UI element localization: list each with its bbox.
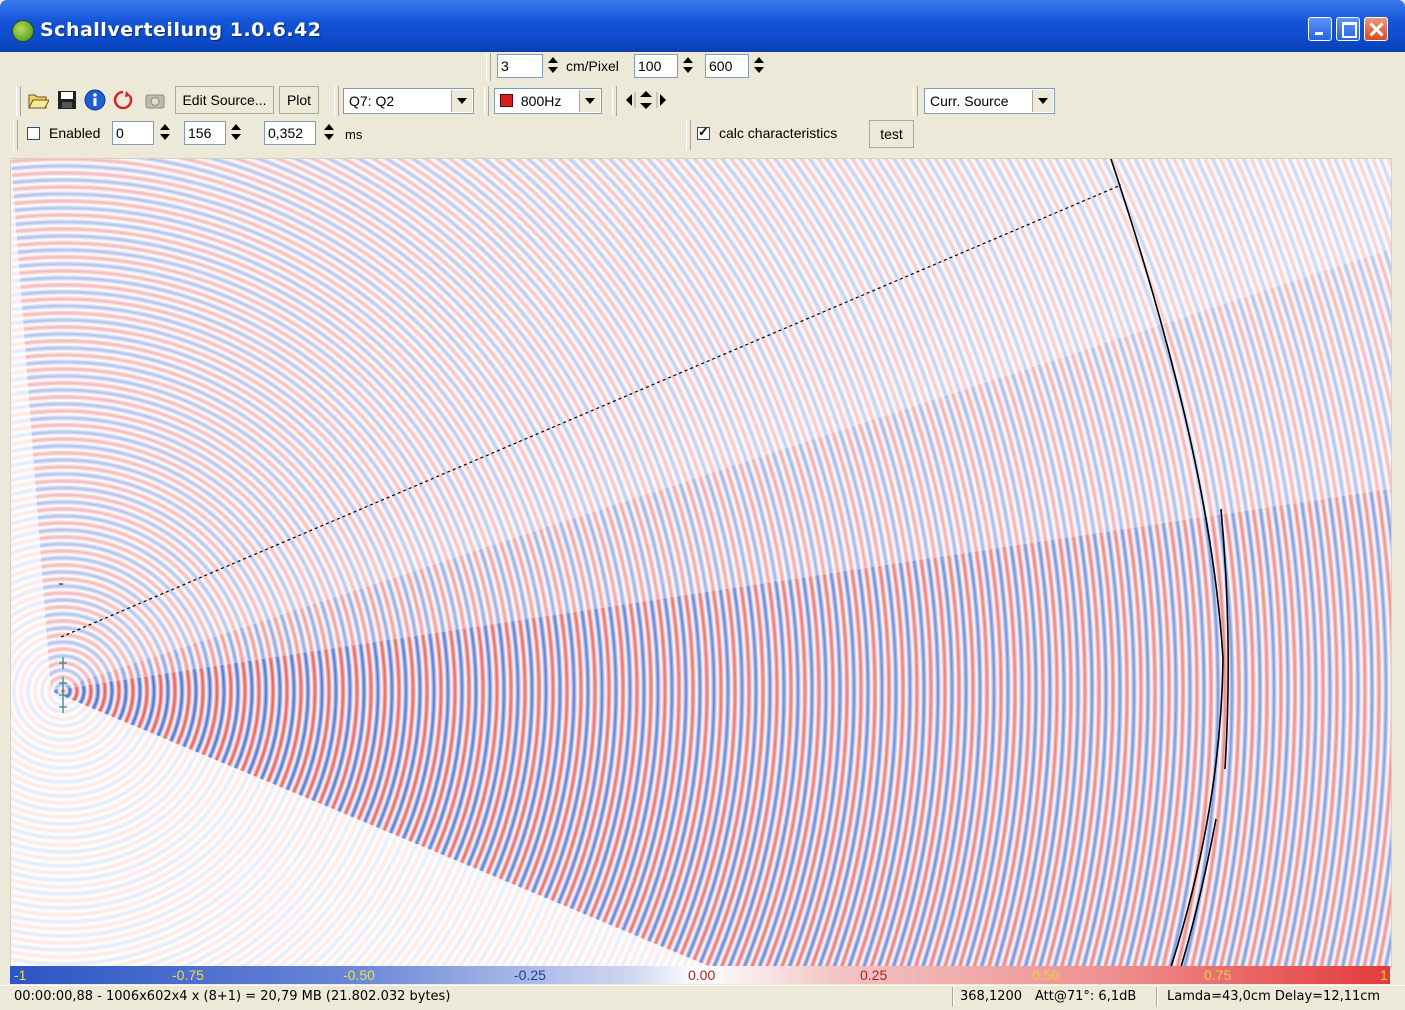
step-spinner[interactable] [227, 121, 244, 145]
info-icon[interactable] [84, 89, 106, 111]
calc-characteristics-checkbox[interactable] [697, 124, 710, 140]
toolbar-grip[interactable] [612, 86, 617, 116]
toolbar-grip[interactable] [913, 86, 918, 116]
window-title: Schallverteilung 1.0.6.42 [40, 19, 322, 41]
value-b-spinner[interactable] [750, 54, 767, 78]
status-lamda-delay: Lamda=43,0cm Delay=12,11cm [1167, 989, 1381, 1004]
status-separator [952, 987, 954, 1007]
color-scale-bar [10, 966, 1390, 984]
source-select[interactable]: Q7: Q2 [343, 88, 474, 114]
status-bar [0, 985, 1405, 1010]
wave-field [11, 159, 1391, 967]
scale-tick: -0.25 [514, 967, 546, 983]
pan-arrows-icon[interactable] [623, 89, 669, 111]
edit-source-button[interactable]: Edit Source... [175, 86, 274, 114]
resolution-input[interactable]: 3 [497, 54, 543, 78]
scale-tick: 0.75 [1204, 967, 1232, 983]
calc-characteristics-label: calc characteristics [719, 125, 838, 141]
refresh-icon[interactable] [112, 89, 134, 111]
camera-icon[interactable] [144, 89, 166, 111]
scale-tick: 1 [1380, 967, 1388, 983]
start-spinner[interactable] [156, 121, 173, 145]
scale-tick: -0.50 [343, 967, 375, 983]
toolbar-grip[interactable] [334, 86, 339, 116]
status-separator [1156, 987, 1158, 1007]
status-attenuation: Att@71°: 6,1dB [1035, 989, 1137, 1004]
value-a-input[interactable]: 100 [634, 54, 678, 78]
sound-field-canvas[interactable] [10, 158, 1392, 968]
minimize-button[interactable] [1308, 17, 1332, 41]
value-b-input[interactable]: 600 [705, 54, 749, 78]
chevron-down-icon[interactable] [1032, 90, 1053, 112]
close-button[interactable] [1364, 17, 1388, 41]
frequency-select[interactable]: 800Hz [494, 88, 602, 114]
scale-tick: 0.50 [1032, 967, 1060, 983]
chevron-down-icon[interactable] [579, 90, 600, 112]
toolbar-grip[interactable] [13, 120, 18, 150]
title-bar: Schallverteilung 1.0.6.42 [0, 0, 1405, 52]
time-input[interactable]: 0,352 [264, 121, 316, 145]
resolution-unit-label: cm/Pixel [566, 58, 619, 74]
curr-source-select[interactable]: Curr. Source [924, 88, 1055, 114]
resolution-spinner[interactable] [544, 54, 561, 78]
time-unit-label: ms [345, 127, 363, 142]
open-folder-icon[interactable] [27, 89, 50, 111]
scale-tick: 0.25 [860, 967, 888, 983]
status-memory: 00:00:00,88 - 1006x602x4 x (8+1) = 20,79… [14, 989, 451, 1004]
test-button[interactable]: test [869, 120, 914, 148]
source-select-value: Q7: Q2 [349, 93, 395, 109]
frequency-color-swatch [500, 94, 513, 107]
scale-tick: -1 [14, 967, 27, 983]
step-input[interactable]: 156 [184, 121, 226, 145]
chevron-down-icon[interactable] [451, 90, 472, 112]
enabled-label: Enabled [49, 125, 101, 141]
toolbar-grip[interactable] [16, 86, 21, 116]
enabled-checkbox[interactable] [27, 127, 40, 140]
curr-source-select-value: Curr. Source [930, 93, 1009, 109]
plot-button[interactable]: Plot [279, 86, 319, 114]
start-input[interactable]: 0 [112, 121, 154, 145]
save-icon[interactable] [56, 89, 78, 111]
toolbar-grip[interactable] [484, 86, 489, 116]
time-spinner[interactable] [320, 121, 337, 145]
toolbar-grip[interactable] [486, 53, 491, 81]
maximize-button[interactable] [1336, 17, 1360, 41]
frequency-select-value: 800Hz [520, 93, 562, 109]
scale-tick: -0.75 [172, 967, 204, 983]
toolbar-grip[interactable] [686, 120, 691, 150]
value-a-spinner[interactable] [679, 54, 696, 78]
app-icon[interactable] [12, 20, 34, 42]
status-coords: 368,1200 [960, 989, 1023, 1004]
scale-tick: 0.00 [688, 967, 716, 983]
